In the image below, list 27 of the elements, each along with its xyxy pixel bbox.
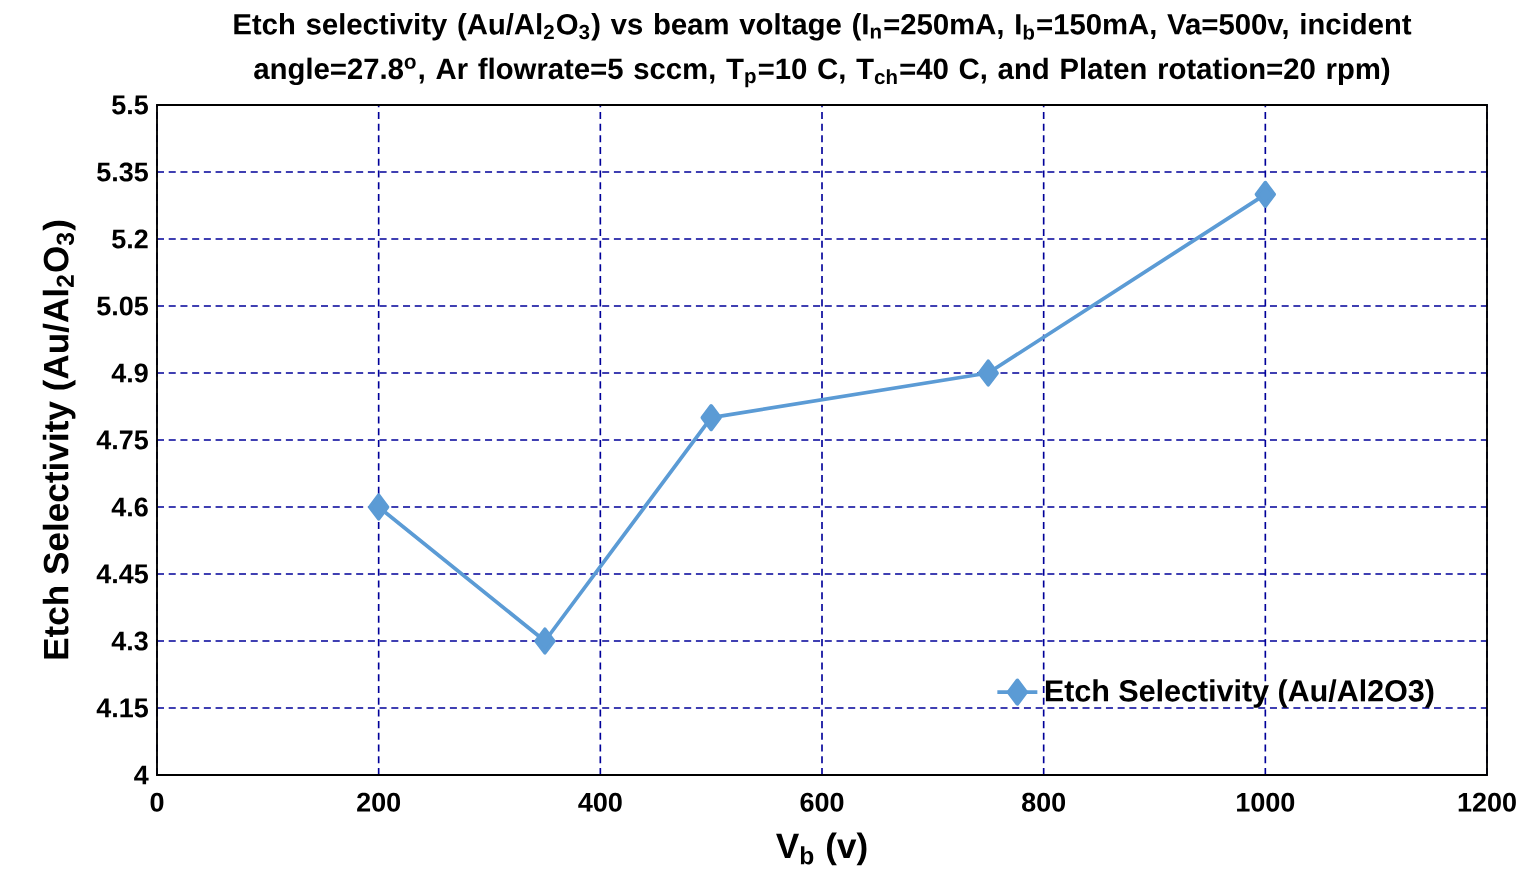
x-tick-label: 0 [150,792,164,812]
y-tick-label: 4.3 [111,631,148,651]
y-tick-label: 5.05 [97,296,148,316]
x-tick-label: 800 [1022,792,1066,812]
x-axis-title: V$_{b}$ (v) [776,832,867,866]
point [1254,180,1276,208]
y-tick-label: 4.45 [96,564,148,584]
y-tick-label: 5.5 [112,95,148,115]
y-tick-label: 5.2 [112,229,148,249]
chart-title: Etch selectivity (Au/Al$_{2}$O$_{3}$) vs beam voltage (I$_{n}$=250mA, I$_{b}$=150mA, Va=500v, incident angle=27.8$^{o}$, Ar flowrate=5 sccm, T$_{p}$=10 C, T$_{ch}$=40 C, and Platen rotation=20 rpm) [234,13,1412,88]
x-tick-label: 400 [578,792,622,812]
point [534,627,556,655]
y-tick-label: 4.6 [111,497,148,517]
x-tick-label: 600 [800,792,844,812]
y-axis-title: Etch Selectivity (Au/Al$_{2}$O$_{3}$) [42,220,76,659]
x-tick-label: 1000 [1237,792,1295,812]
point [368,493,390,521]
y-tick-label: 4 [134,765,149,785]
point [700,404,722,432]
y-tick-label: 4.15 [96,698,148,718]
y-tick-label: 5.35 [97,162,148,182]
x-tick-label: 200 [357,792,401,812]
legend-label: Etch Selectivity (Au/Al2O3) [1045,679,1434,708]
x-tick-label: 1200 [1458,792,1516,812]
y-tick-label: 4.9 [111,363,148,383]
point [977,359,999,387]
y-tick-label: 4.75 [96,430,148,450]
